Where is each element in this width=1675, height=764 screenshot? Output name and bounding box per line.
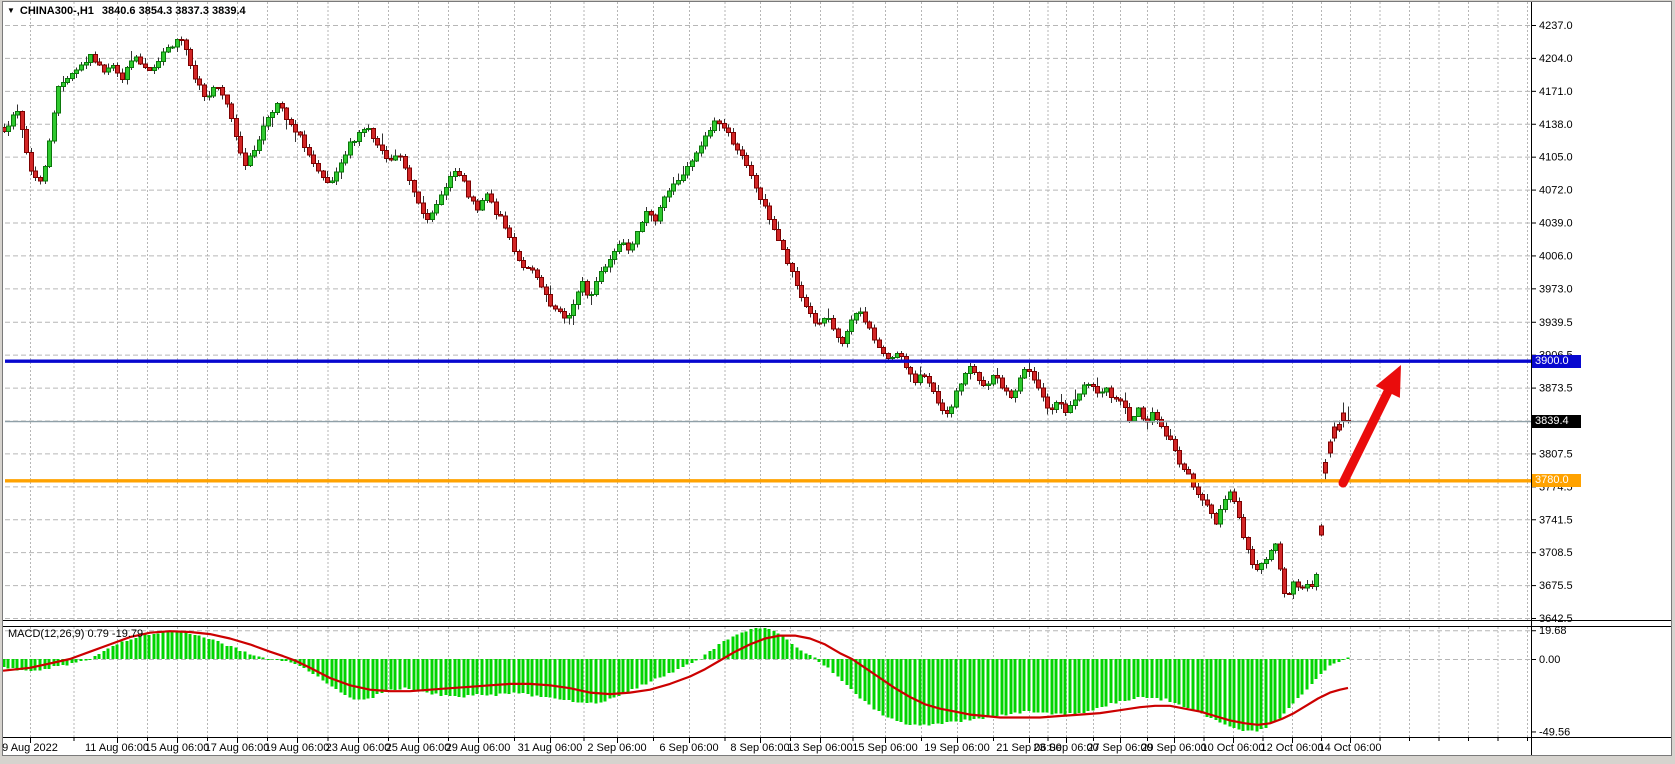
time-tick-label: 10 Oct 06:00: [1202, 742, 1265, 754]
time-tick-label: 23 Sep 06:00: [1033, 742, 1098, 754]
candles: [2, 36, 1351, 599]
chart-title: ▼ CHINA300-,H1 3840.6 3854.3 3837.3 3839.4: [7, 5, 246, 17]
price-tick-label: 4204.0: [1539, 53, 1573, 65]
time-tick-label: 9 Aug 2022: [2, 742, 58, 754]
time-tick-label: 25 Aug 06:00: [386, 742, 451, 754]
time-tick-label: 14 Oct 06:00: [1319, 742, 1382, 754]
price-tick-label: 3675.5: [1539, 580, 1573, 592]
ohlc-values: 3840.6 3854.3 3837.3 3839.4: [101, 5, 246, 17]
macd-signal-line: [2, 630, 1349, 726]
time-tick-label: 21 Sep 06:00: [996, 742, 1061, 754]
macd-histogram: [2, 627, 1350, 732]
price-tick-label: 3642.5: [1539, 613, 1573, 625]
time-tick-label: 12 Oct 06:00: [1261, 742, 1324, 754]
time-tick-label: 19 Sep 06:00: [924, 742, 989, 754]
support-price-badge: 3780.0: [1532, 474, 1581, 488]
time-tick-label: 23 Aug 06:00: [326, 742, 391, 754]
macd-tick-label: 19.68: [1539, 625, 1567, 637]
time-tick-label: 15 Aug 06:00: [145, 742, 210, 754]
price-tick-label: 4072.0: [1539, 185, 1573, 197]
price-tick-label: 3873.5: [1539, 383, 1573, 395]
macd-tick-label: 0.00: [1539, 654, 1560, 666]
price-tick-label: 4039.0: [1539, 218, 1573, 230]
time-tick-label: 31 Aug 06:00: [518, 742, 583, 754]
price-tick-label: 4171.0: [1539, 86, 1573, 98]
price-tick-label: 3973.0: [1539, 283, 1573, 295]
time-tick-label: 13 Sep 06:00: [787, 742, 852, 754]
price-tick-label: 3807.5: [1539, 448, 1573, 460]
price-tick-label: 4138.0: [1539, 119, 1573, 131]
time-tick-label: 17 Aug 06:00: [205, 742, 270, 754]
time-tick-label: 15 Sep 06:00: [852, 742, 917, 754]
price-tick-label: 4237.0: [1539, 20, 1573, 32]
up-trend-arrow[interactable]: [1338, 365, 1401, 488]
price-tick-label: 4006.0: [1539, 250, 1573, 262]
symbol-period-label: CHINA300-,H1: [19, 5, 94, 17]
time-tick-label: 19 Aug 06:00: [265, 742, 330, 754]
macd-tick-label: -49.56: [1539, 726, 1570, 738]
time-tick-label: 6 Sep 06:00: [659, 742, 718, 754]
time-tick-label: 27 Sep 06:00: [1087, 742, 1152, 754]
time-tick-label: 8 Sep 06:00: [730, 742, 789, 754]
price-tick-label: 3939.5: [1539, 317, 1573, 329]
time-tick-label: 29 Sep 06:00: [1141, 742, 1206, 754]
time-tick-label: 2 Sep 06:00: [587, 742, 646, 754]
time-tick-label: 11 Aug 06:00: [85, 742, 149, 754]
symbol-dropdown-icon[interactable]: ▼: [7, 6, 15, 15]
resistance-price-badge: 3900.0: [1532, 354, 1581, 368]
price-tick-label: 3708.5: [1539, 547, 1573, 559]
macd-indicator-label: MACD(12,26,9) 0.79 -19.79: [8, 628, 144, 640]
current-price-badge: 3839.4: [1532, 415, 1581, 429]
price-tick-label: 4105.0: [1539, 152, 1573, 164]
time-tick-label: 29 Aug 06:00: [446, 742, 511, 754]
price-tick-label: 3741.5: [1539, 514, 1573, 526]
